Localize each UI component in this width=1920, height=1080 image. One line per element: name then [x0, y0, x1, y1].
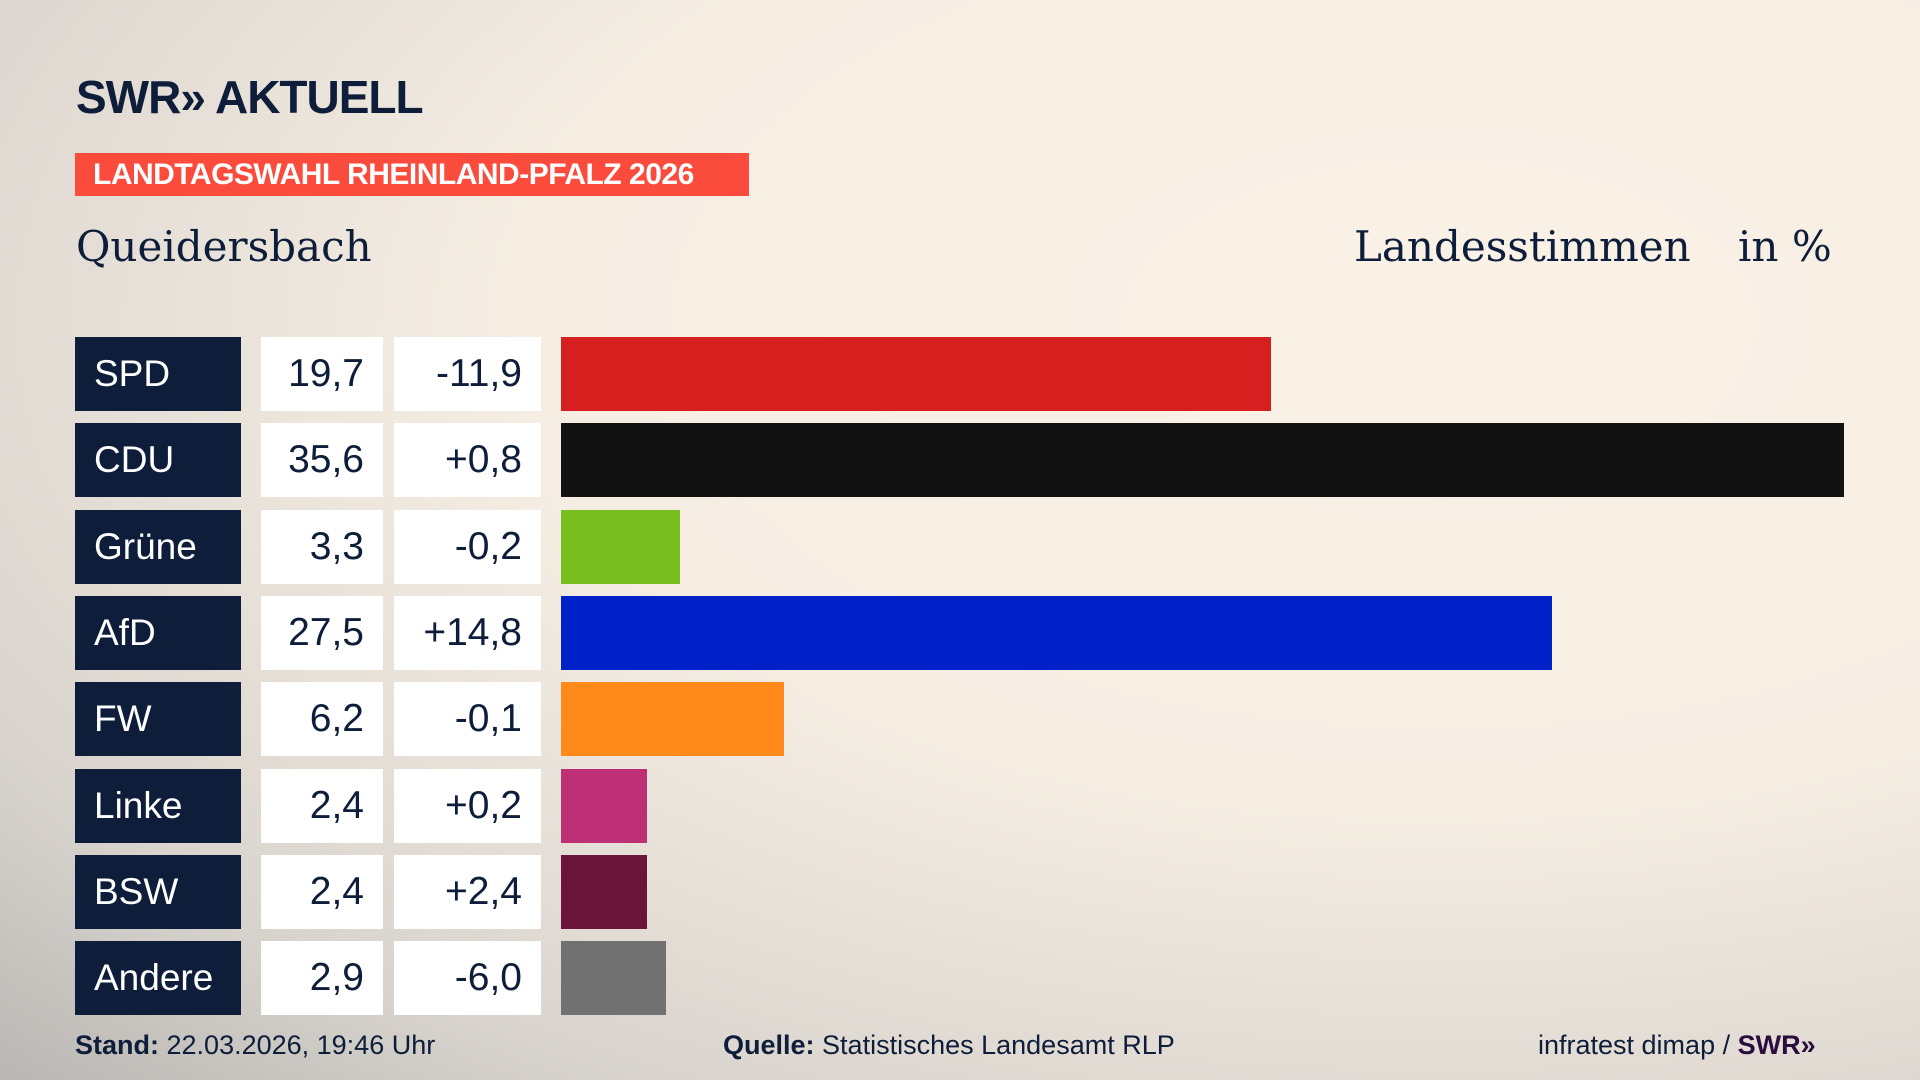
party-label: CDU: [75, 423, 241, 498]
bar-bsw: [561, 854, 648, 929]
vote-share: 3,3: [261, 509, 383, 584]
timestamp: Stand: 22.03.2026, 19:46 Uhr: [75, 1030, 435, 1061]
vote-share: 6,2: [261, 682, 383, 757]
party-row: SPD 19,7 -11,9: [0, 337, 1920, 411]
party-label: BSW: [75, 854, 241, 929]
vote-share: 2,4: [261, 768, 383, 843]
bar-fw: [561, 682, 785, 757]
party-label: AfD: [75, 595, 241, 670]
vote-change: -0,2: [394, 509, 541, 584]
vote-share: 2,4: [261, 854, 383, 929]
stand-value: 22.03.2026, 19:46 Uhr: [166, 1030, 436, 1060]
election-banner: LANDTAGSWAHL RHEINLAND-PFALZ 2026: [75, 153, 749, 196]
vote-change: -11,9: [394, 337, 541, 411]
vote-share: 19,7: [261, 337, 383, 411]
party-label: SPD: [75, 337, 241, 411]
bar-afd: [561, 595, 1553, 670]
bar-grüne: [561, 509, 680, 584]
vote-change: +0,2: [394, 768, 541, 843]
party-row: FW 6,2 -0,1: [0, 682, 1920, 757]
party-label: Grüne: [75, 509, 241, 584]
vote-change: +0,8: [394, 423, 541, 498]
stand-label: Stand:: [75, 1030, 159, 1060]
source: Quelle: Statistisches Landesamt RLP: [723, 1030, 1175, 1061]
vote-change: +2,4: [394, 854, 541, 929]
credit: infratest dimap / SWR»: [1538, 1030, 1816, 1061]
bar-andere: [561, 941, 666, 1016]
vote-share: 27,5: [261, 595, 383, 670]
party-row: AfD 27,5 +14,8: [0, 595, 1920, 670]
bar-cdu: [561, 423, 1844, 498]
party-row: Linke 2,4 +0,2: [0, 768, 1920, 843]
swr-aktuell-logo: SWR» AKTUELL: [76, 71, 424, 123]
place-title: Queidersbach: [76, 222, 372, 271]
vote-change: +14,8: [394, 595, 541, 670]
vote-share: 2,9: [261, 941, 383, 1016]
party-label: FW: [75, 682, 241, 757]
vote-share: 35,6: [261, 423, 383, 498]
party-row: Andere 2,9 -6,0: [0, 941, 1920, 1016]
bar-spd: [561, 337, 1271, 411]
bar-linke: [561, 768, 648, 843]
source-label: Quelle:: [723, 1030, 815, 1060]
party-label: Linke: [75, 768, 241, 843]
vote-change: -0,1: [394, 682, 541, 757]
vote-change: -6,0: [394, 941, 541, 1016]
party-row: BSW 2,4 +2,4: [0, 854, 1920, 929]
unit-label: in %: [1738, 222, 1832, 271]
swr-logo: SWR»: [1737, 1030, 1816, 1060]
party-row: CDU 35,6 +0,8: [0, 423, 1920, 498]
party-row: Grüne 3,3 -0,2: [0, 509, 1920, 584]
credit-text: infratest dimap /: [1538, 1030, 1731, 1060]
source-value: Statistisches Landesamt RLP: [822, 1030, 1175, 1060]
party-label: Andere: [75, 941, 241, 1016]
measure-label: Landesstimmen: [1354, 222, 1691, 271]
